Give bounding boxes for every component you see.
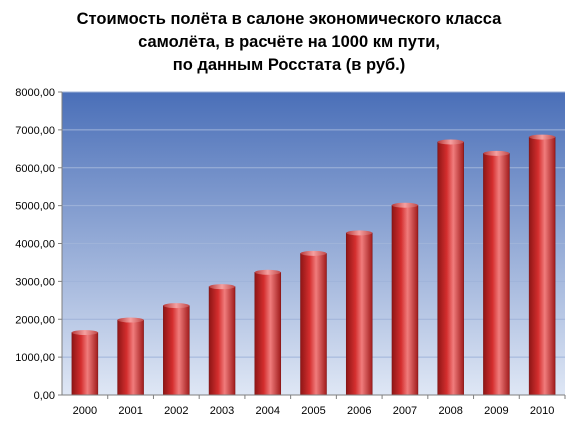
bar-top-2010 xyxy=(529,134,556,140)
bar-2005 xyxy=(300,253,327,396)
bars xyxy=(71,134,556,396)
y-tick-label: 8000,00 xyxy=(15,87,55,99)
bar-top-2008 xyxy=(437,139,464,145)
x-tick-label: 2003 xyxy=(210,405,234,417)
bar-top-2007 xyxy=(391,202,418,208)
bar-2009 xyxy=(483,153,510,396)
bar-2002 xyxy=(163,305,190,396)
chart-title-line-3: по данным Росстата (в руб.) xyxy=(172,56,406,74)
bar-2004 xyxy=(254,272,282,396)
bar-2000 xyxy=(71,332,99,396)
y-tick-label: 6000,00 xyxy=(15,163,55,175)
y-tick-label: 4000,00 xyxy=(15,239,55,251)
y-tick-label: 7000,00 xyxy=(15,125,55,137)
chart-title-line-2: самолёта, в расчёте на 1000 км пути, xyxy=(138,33,440,51)
bar-2006 xyxy=(345,232,373,396)
chart-title: Стоимость полёта в салоне экономического… xyxy=(0,8,578,77)
bar-top-2005 xyxy=(300,250,327,256)
y-axis: 0,00 1000,00 2000,00 3000,00 4000,00 5000,00 6… xyxy=(15,87,63,402)
y-tick-label: 1000,00 xyxy=(15,352,55,364)
y-tick-label: 3000,00 xyxy=(15,276,55,288)
x-tick-label: 2005 xyxy=(301,405,325,417)
bar-2003 xyxy=(208,286,236,396)
bar-2007 xyxy=(391,204,419,396)
bar-top-2003 xyxy=(209,284,236,290)
bar-top-2001 xyxy=(117,317,144,323)
y-tick-label: 5000,00 xyxy=(15,201,55,213)
bar-top-2009 xyxy=(483,150,510,156)
bar-top-2006 xyxy=(346,230,373,236)
x-tick-label: 2000 xyxy=(73,405,97,417)
chart-title-line-1: Стоимость полёта в салоне экономического… xyxy=(76,10,502,28)
x-tick-label: 2001 xyxy=(118,405,142,417)
x-tick-label: 2004 xyxy=(256,405,280,417)
x-tick-label: 2008 xyxy=(438,405,462,417)
bar-top-2004 xyxy=(254,269,281,275)
bar-2010 xyxy=(528,136,556,396)
bar-top-2002 xyxy=(163,303,190,309)
x-tick-label: 2002 xyxy=(164,405,188,417)
x-axis: 2000 2001 2002 2003 2004 2005 2006 2007 2008 2009… xyxy=(62,394,566,417)
y-tick-label: 0,00 xyxy=(34,390,55,402)
x-tick-label: 2010 xyxy=(530,405,554,417)
y-tick-label: 2000,00 xyxy=(15,314,55,326)
bar-2008 xyxy=(437,141,464,396)
x-tick-label: 2009 xyxy=(484,405,508,417)
bar-top-2000 xyxy=(71,330,98,336)
bar-2001 xyxy=(117,319,144,396)
x-tick-label: 2007 xyxy=(393,405,417,417)
x-tick-label: 2006 xyxy=(347,405,371,417)
